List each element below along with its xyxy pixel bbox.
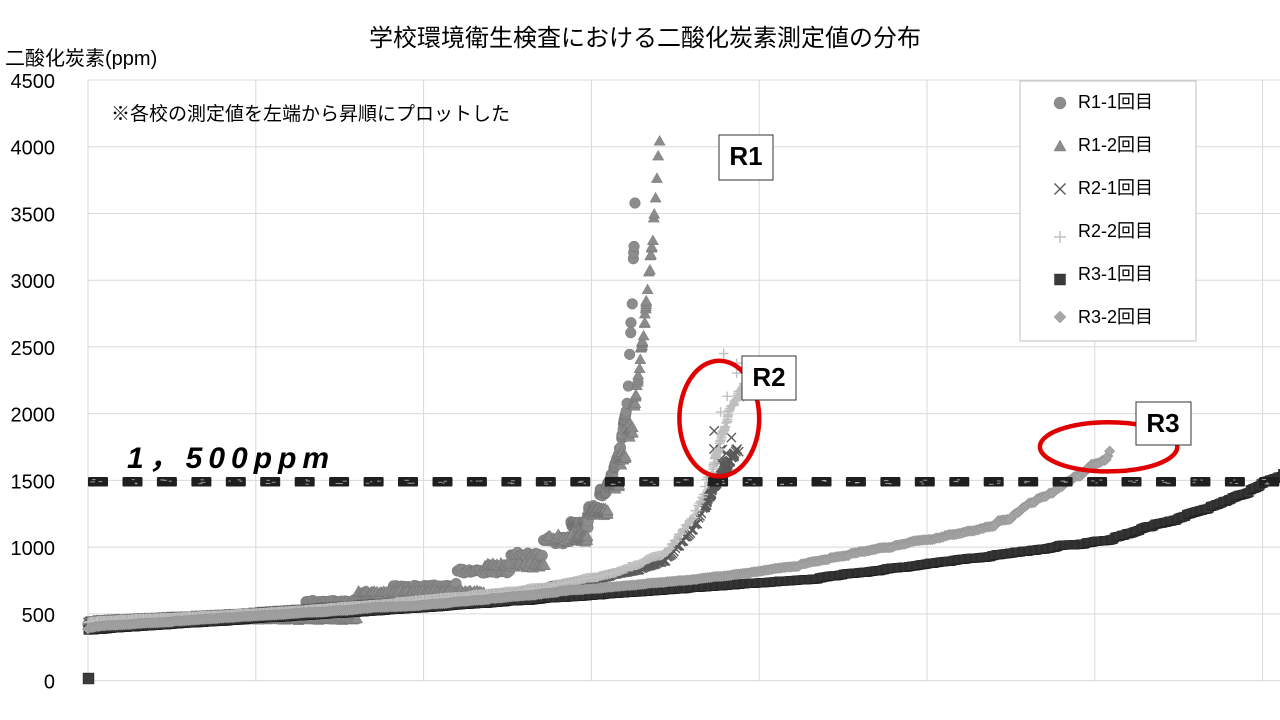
svg-text:R1-2回目: R1-2回目 xyxy=(1078,135,1153,155)
svg-text:R3-1回目: R3-1回目 xyxy=(1078,264,1153,284)
svg-text:2500: 2500 xyxy=(11,338,56,360)
svg-text:R3-2回目: R3-2回目 xyxy=(1078,307,1153,327)
svg-text:0: 0 xyxy=(44,672,55,694)
svg-text:3500: 3500 xyxy=(11,205,56,227)
svg-text:1500: 1500 xyxy=(11,471,56,493)
svg-text:R2-1回目: R2-1回目 xyxy=(1078,178,1153,198)
svg-text:R2: R2 xyxy=(752,362,785,392)
svg-text:R2-2回目: R2-2回目 xyxy=(1078,221,1153,241)
svg-text:二酸化炭素(ppm): 二酸化炭素(ppm) xyxy=(5,47,157,70)
svg-text:500: 500 xyxy=(22,605,55,627)
svg-text:R1-1回目: R1-1回目 xyxy=(1078,92,1153,112)
svg-text:4000: 4000 xyxy=(11,138,56,160)
svg-text:R1: R1 xyxy=(729,141,762,171)
svg-text:R3: R3 xyxy=(1146,408,1179,438)
svg-text:※各校の測定値を左端から昇順にプロットした: ※各校の測定値を左端から昇順にプロットした xyxy=(111,103,510,125)
svg-text:学校環境衛生検査における二酸化炭素測定値の分布: 学校環境衛生検査における二酸化炭素測定値の分布 xyxy=(369,25,921,52)
svg-text:2000: 2000 xyxy=(11,405,56,427)
svg-text:3000: 3000 xyxy=(11,271,56,293)
svg-text:1，500ppm: 1，500ppm xyxy=(127,442,335,475)
svg-text:4500: 4500 xyxy=(11,71,56,93)
svg-text:1000: 1000 xyxy=(11,538,56,560)
